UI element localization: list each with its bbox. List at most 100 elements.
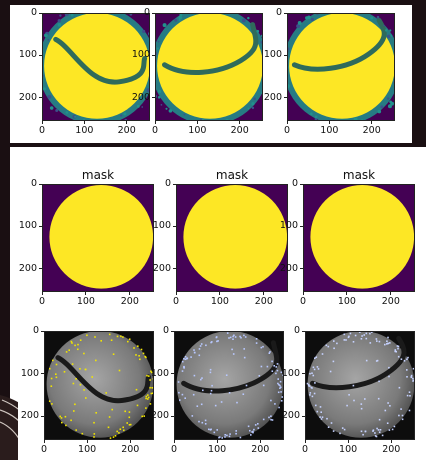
keypoint-marker	[243, 334, 245, 337]
keypoint-marker	[243, 356, 246, 359]
keypoint-marker	[313, 392, 316, 395]
keypoint-marker	[245, 384, 248, 387]
y-tick-label: 100	[18, 220, 37, 232]
keypoint-marker	[403, 360, 406, 362]
x-tick-label: 100	[337, 296, 356, 307]
keypoint-marker	[220, 401, 223, 403]
y-tick-mark	[300, 225, 303, 227]
keypoint-marker	[310, 386, 313, 389]
keypoint-marker	[271, 360, 273, 363]
heatmap-ball-region	[44, 14, 149, 119]
image-ball-region	[46, 332, 153, 438]
keypoint-marker	[84, 368, 87, 371]
keypoint-marker	[407, 356, 409, 359]
heatmap-edge-speckle	[148, 79, 149, 82]
keypoint-marker	[321, 353, 324, 355]
keypoint-marker	[244, 336, 247, 338]
y-tick-label: 0	[32, 325, 39, 336]
heatmap-edge-speckle	[361, 119, 363, 120]
keypoint-marker	[408, 391, 411, 393]
keypoint-marker	[179, 399, 181, 401]
heatmap-edge-speckle	[241, 18, 246, 23]
keypoint-marker	[219, 436, 221, 438]
heatmap-edge-speckle	[260, 40, 262, 44]
x-tick-label: 0	[170, 444, 178, 455]
heatmap-edge-speckle	[386, 34, 391, 39]
keypoint-marker	[48, 400, 51, 402]
keypoint-marker	[55, 363, 58, 366]
keypoint-marker	[177, 381, 180, 383]
heatmap-edge-speckle	[307, 15, 311, 20]
keypoint-marker	[109, 437, 112, 439]
y-tick-label: 200	[18, 262, 37, 274]
keypoint-marker	[61, 421, 63, 424]
keypoint-marker	[210, 341, 212, 344]
keypoint-marker	[278, 383, 280, 386]
keypoint-marker	[186, 357, 188, 360]
y-tick-label: 100	[263, 49, 282, 61]
keypoint-marker	[122, 426, 124, 429]
keypoint-marker	[363, 334, 365, 336]
keypoint-marker	[280, 386, 282, 389]
keypoint-marker	[276, 369, 279, 372]
x-tick-label: 0	[299, 296, 307, 307]
keypoint-marker	[112, 353, 115, 355]
y-tick-mark	[284, 12, 287, 14]
heatmap-edge-speckle	[70, 14, 74, 17]
keypoint-marker	[409, 395, 411, 397]
keypoint-marker	[312, 374, 315, 377]
keypoint-marker	[271, 370, 274, 372]
keypoint-marker	[234, 336, 237, 338]
keypoint-marker	[384, 343, 386, 346]
keypoint-marker	[55, 376, 58, 379]
keypoint-marker	[280, 371, 283, 374]
keypoint-marker	[255, 338, 258, 340]
keypoint-marker	[208, 428, 210, 431]
keypoint-marker	[378, 380, 380, 383]
y-tick-label: 200	[20, 410, 39, 422]
keypoint-marker	[55, 373, 57, 375]
keypoint-marker	[401, 414, 404, 417]
y-tick-mark	[302, 373, 305, 375]
x-tick-mark	[41, 292, 43, 295]
keypoint-marker	[275, 372, 277, 375]
keypoint-marker	[268, 416, 270, 419]
heatmap-groove-line	[162, 22, 259, 75]
keypoint-marker	[252, 430, 254, 433]
keypoint-marker	[398, 386, 401, 389]
keypoint-marker	[204, 419, 207, 422]
keypoint-marker	[196, 405, 199, 407]
y-tick-mark	[39, 12, 42, 14]
keypoint-marker	[135, 388, 138, 391]
keypoint-marker	[240, 336, 242, 339]
keypoint-marker	[278, 406, 280, 409]
x-tick-label: 200	[381, 296, 400, 307]
keypoint-marker	[352, 341, 355, 343]
y-tick-mark	[173, 183, 176, 185]
keypoint-marker	[119, 428, 122, 430]
keypoint-marker	[364, 398, 366, 400]
keypoint-marker	[194, 351, 196, 354]
heatmap-edge-speckle	[83, 118, 86, 120]
keypoint-marker	[262, 418, 265, 421]
keypoint-marker	[311, 395, 314, 398]
heatmap-edge-speckle	[120, 114, 123, 117]
keypoint-marker	[232, 353, 235, 355]
y-tick-mark	[171, 415, 174, 417]
keypoint-marker	[270, 415, 272, 417]
keypoint-marker	[378, 418, 381, 421]
keypoint-marker	[79, 368, 81, 370]
keypoint-marker	[184, 397, 186, 399]
keypoint-marker	[93, 421, 95, 424]
keypoint-marker	[233, 334, 235, 337]
y-tick-label: 100	[281, 367, 300, 379]
y-tick-mark	[41, 330, 44, 332]
keypoint-marker	[341, 427, 344, 429]
keypoint-marker	[138, 355, 140, 357]
keypoint-marker	[139, 358, 141, 361]
heatmap-edge-speckle	[389, 29, 392, 32]
keypoint-marker	[184, 358, 187, 361]
mask-inside-region	[183, 185, 287, 289]
keypoint-marker	[200, 403, 203, 406]
keypoint-marker	[379, 429, 382, 431]
